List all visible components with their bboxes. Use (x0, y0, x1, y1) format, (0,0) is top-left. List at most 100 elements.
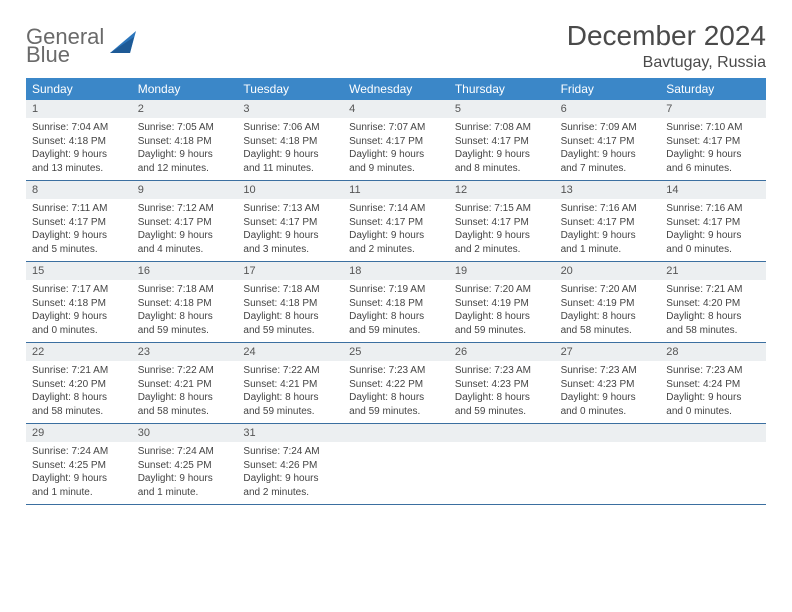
calendar-day-cell: 25Sunrise: 7:23 AMSunset: 4:22 PMDayligh… (343, 343, 449, 423)
calendar-day-cell: 7Sunrise: 7:10 AMSunset: 4:17 PMDaylight… (660, 100, 766, 180)
sunset-text: Sunset: 4:21 PM (243, 378, 337, 392)
calendar-day-cell: 11Sunrise: 7:14 AMSunset: 4:17 PMDayligh… (343, 181, 449, 261)
sunset-text: Sunset: 4:17 PM (138, 216, 232, 230)
calendar-day-cell: 16Sunrise: 7:18 AMSunset: 4:18 PMDayligh… (132, 262, 238, 342)
sunset-text: Sunset: 4:17 PM (349, 135, 443, 149)
date-number: 17 (237, 262, 343, 280)
date-number: 28 (660, 343, 766, 361)
sunset-text: Sunset: 4:17 PM (455, 135, 549, 149)
sunset-text: Sunset: 4:18 PM (138, 297, 232, 311)
date-number: 7 (660, 100, 766, 118)
daylight-text: Daylight: 8 hours and 59 minutes. (455, 391, 549, 418)
day-details: Sunrise: 7:09 AMSunset: 4:17 PMDaylight:… (555, 118, 661, 180)
calendar-grid: Sunday Monday Tuesday Wednesday Thursday… (26, 78, 766, 505)
calendar-day-cell: 29Sunrise: 7:24 AMSunset: 4:25 PMDayligh… (26, 424, 132, 504)
daylight-text: Daylight: 9 hours and 1 minute. (561, 229, 655, 256)
day-details (449, 442, 555, 490)
calendar-page: General Blue December 2024 Bavtugay, Rus… (0, 0, 792, 515)
logo-text-block: General Blue (26, 26, 104, 66)
day-details (555, 442, 661, 490)
day-details: Sunrise: 7:24 AMSunset: 4:25 PMDaylight:… (26, 442, 132, 504)
day-details: Sunrise: 7:23 AMSunset: 4:23 PMDaylight:… (449, 361, 555, 423)
daylight-text: Daylight: 9 hours and 6 minutes. (666, 148, 760, 175)
date-number: 12 (449, 181, 555, 199)
weekday-header: Thursday (449, 78, 555, 100)
calendar-day-cell: 1Sunrise: 7:04 AMSunset: 4:18 PMDaylight… (26, 100, 132, 180)
day-details: Sunrise: 7:18 AMSunset: 4:18 PMDaylight:… (237, 280, 343, 342)
date-number: 30 (132, 424, 238, 442)
day-details: Sunrise: 7:17 AMSunset: 4:18 PMDaylight:… (26, 280, 132, 342)
day-details: Sunrise: 7:24 AMSunset: 4:25 PMDaylight:… (132, 442, 238, 504)
sunrise-text: Sunrise: 7:04 AM (32, 121, 126, 135)
sunset-text: Sunset: 4:18 PM (32, 297, 126, 311)
sunrise-text: Sunrise: 7:19 AM (349, 283, 443, 297)
logo: General Blue (26, 20, 136, 66)
sunrise-text: Sunrise: 7:18 AM (243, 283, 337, 297)
sunset-text: Sunset: 4:17 PM (666, 216, 760, 230)
daylight-text: Daylight: 9 hours and 0 minutes. (32, 310, 126, 337)
logo-triangle-icon (110, 31, 136, 53)
date-number: 13 (555, 181, 661, 199)
date-number: 19 (449, 262, 555, 280)
daylight-text: Daylight: 9 hours and 5 minutes. (32, 229, 126, 256)
daylight-text: Daylight: 9 hours and 1 minute. (138, 472, 232, 499)
day-details: Sunrise: 7:21 AMSunset: 4:20 PMDaylight:… (26, 361, 132, 423)
sunrise-text: Sunrise: 7:23 AM (455, 364, 549, 378)
sunrise-text: Sunrise: 7:20 AM (561, 283, 655, 297)
sunrise-text: Sunrise: 7:16 AM (666, 202, 760, 216)
calendar-day-cell: 28Sunrise: 7:23 AMSunset: 4:24 PMDayligh… (660, 343, 766, 423)
sunrise-text: Sunrise: 7:21 AM (32, 364, 126, 378)
sunrise-text: Sunrise: 7:23 AM (349, 364, 443, 378)
sunrise-text: Sunrise: 7:16 AM (561, 202, 655, 216)
date-number: 15 (26, 262, 132, 280)
day-details: Sunrise: 7:06 AMSunset: 4:18 PMDaylight:… (237, 118, 343, 180)
sunrise-text: Sunrise: 7:11 AM (32, 202, 126, 216)
month-title: December 2024 (567, 20, 766, 52)
sunset-text: Sunset: 4:18 PM (349, 297, 443, 311)
day-details: Sunrise: 7:22 AMSunset: 4:21 PMDaylight:… (237, 361, 343, 423)
calendar-week-row: 29Sunrise: 7:24 AMSunset: 4:25 PMDayligh… (26, 424, 766, 505)
day-details: Sunrise: 7:24 AMSunset: 4:26 PMDaylight:… (237, 442, 343, 504)
date-number: 25 (343, 343, 449, 361)
sunrise-text: Sunrise: 7:24 AM (243, 445, 337, 459)
weekday-header: Friday (555, 78, 661, 100)
calendar-day-cell: 20Sunrise: 7:20 AMSunset: 4:19 PMDayligh… (555, 262, 661, 342)
calendar-day-cell: 6Sunrise: 7:09 AMSunset: 4:17 PMDaylight… (555, 100, 661, 180)
day-details: Sunrise: 7:12 AMSunset: 4:17 PMDaylight:… (132, 199, 238, 261)
sunrise-text: Sunrise: 7:24 AM (32, 445, 126, 459)
sunset-text: Sunset: 4:25 PM (138, 459, 232, 473)
daylight-text: Daylight: 9 hours and 0 minutes. (666, 391, 760, 418)
sunset-text: Sunset: 4:25 PM (32, 459, 126, 473)
daylight-text: Daylight: 8 hours and 59 minutes. (138, 310, 232, 337)
weekday-header: Saturday (660, 78, 766, 100)
day-details: Sunrise: 7:16 AMSunset: 4:17 PMDaylight:… (555, 199, 661, 261)
day-details: Sunrise: 7:19 AMSunset: 4:18 PMDaylight:… (343, 280, 449, 342)
calendar-day-cell: 13Sunrise: 7:16 AMSunset: 4:17 PMDayligh… (555, 181, 661, 261)
date-number (555, 424, 661, 442)
daylight-text: Daylight: 8 hours and 58 minutes. (561, 310, 655, 337)
daylight-text: Daylight: 9 hours and 2 minutes. (349, 229, 443, 256)
daylight-text: Daylight: 8 hours and 59 minutes. (455, 310, 549, 337)
date-number: 8 (26, 181, 132, 199)
date-number: 10 (237, 181, 343, 199)
weekday-header: Sunday (26, 78, 132, 100)
day-details: Sunrise: 7:18 AMSunset: 4:18 PMDaylight:… (132, 280, 238, 342)
daylight-text: Daylight: 9 hours and 4 minutes. (138, 229, 232, 256)
sunset-text: Sunset: 4:17 PM (666, 135, 760, 149)
daylight-text: Daylight: 8 hours and 59 minutes. (349, 310, 443, 337)
daylight-text: Daylight: 9 hours and 13 minutes. (32, 148, 126, 175)
day-details: Sunrise: 7:23 AMSunset: 4:22 PMDaylight:… (343, 361, 449, 423)
sunrise-text: Sunrise: 7:13 AM (243, 202, 337, 216)
day-details: Sunrise: 7:20 AMSunset: 4:19 PMDaylight:… (555, 280, 661, 342)
date-number: 21 (660, 262, 766, 280)
weeks-container: 1Sunrise: 7:04 AMSunset: 4:18 PMDaylight… (26, 100, 766, 505)
day-details: Sunrise: 7:11 AMSunset: 4:17 PMDaylight:… (26, 199, 132, 261)
date-number: 23 (132, 343, 238, 361)
date-number: 31 (237, 424, 343, 442)
sunset-text: Sunset: 4:17 PM (243, 216, 337, 230)
sunset-text: Sunset: 4:22 PM (349, 378, 443, 392)
day-details (343, 442, 449, 490)
sunset-text: Sunset: 4:17 PM (561, 135, 655, 149)
sunrise-text: Sunrise: 7:22 AM (243, 364, 337, 378)
day-details: Sunrise: 7:13 AMSunset: 4:17 PMDaylight:… (237, 199, 343, 261)
